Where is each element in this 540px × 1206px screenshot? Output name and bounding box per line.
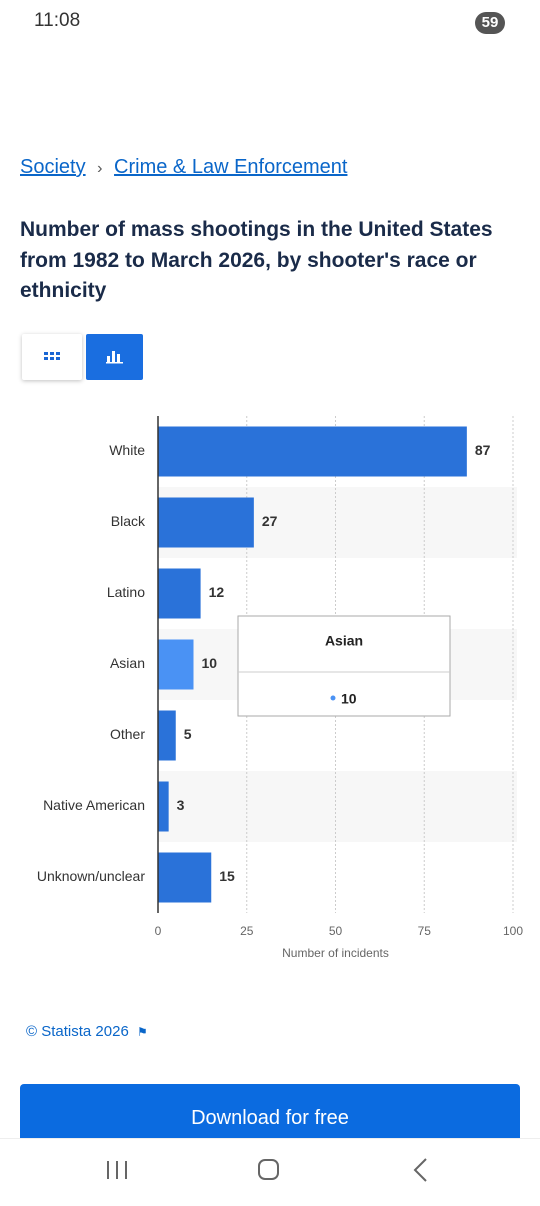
x-tick-label: 50 bbox=[329, 924, 343, 938]
x-tick-label: 0 bbox=[155, 924, 162, 938]
bar bbox=[158, 426, 467, 477]
breadcrumb-separator: › bbox=[97, 160, 103, 177]
chart-view-button[interactable] bbox=[86, 334, 143, 380]
data-label: 5 bbox=[184, 726, 192, 742]
chart-icon bbox=[106, 351, 123, 364]
table-view-button[interactable] bbox=[22, 334, 82, 380]
breadcrumb-link[interactable]: Society bbox=[20, 156, 86, 178]
bar bbox=[158, 852, 212, 903]
data-label: 15 bbox=[219, 868, 235, 884]
chart: 0 25 50 75 100 Number of incidents White 87 Blac… bbox=[37, 416, 523, 960]
y-tick-label: Native American bbox=[43, 797, 145, 813]
tooltip-box bbox=[237, 615, 451, 717]
copyright-text: © Statista 2026 bbox=[26, 1023, 129, 1040]
time: 11:08 bbox=[34, 10, 81, 31]
x-tick-label: 25 bbox=[240, 924, 254, 938]
breadcrumb-link[interactable]: Crime & Law Enforcement bbox=[114, 156, 348, 178]
x-axis-label: Number of incidents bbox=[282, 946, 389, 960]
data-label: 3 bbox=[177, 797, 185, 813]
y-tick-label: Unknown/unclear bbox=[37, 868, 146, 884]
tooltip: Asian 10 bbox=[237, 615, 451, 717]
table-icon bbox=[44, 352, 60, 360]
bar bbox=[158, 497, 254, 548]
y-tick-label: Black bbox=[111, 513, 146, 529]
copyright: © Statista 2026 ⚑ bbox=[26, 1023, 148, 1040]
data-label: 87 bbox=[475, 442, 491, 458]
battery: 59 bbox=[475, 12, 505, 34]
bar bbox=[158, 710, 176, 761]
y-tick-label: Other bbox=[110, 726, 145, 742]
bar bbox=[158, 568, 201, 619]
row-band bbox=[158, 771, 517, 842]
nav-icons bbox=[107, 1158, 427, 1182]
data-label: 10 bbox=[202, 655, 218, 671]
nav-bar bbox=[0, 1138, 540, 1201]
tooltip-dot bbox=[330, 695, 336, 701]
tooltip-value: 10 bbox=[341, 691, 357, 707]
breadcrumb: Society › Crime & Law Enforcement bbox=[20, 156, 347, 179]
y-tick-label: White bbox=[109, 442, 145, 458]
data-label: 12 bbox=[209, 584, 225, 600]
bar bbox=[158, 639, 194, 690]
tooltip-title: Asian bbox=[325, 633, 363, 649]
x-tick-label: 75 bbox=[418, 924, 432, 938]
page-title: Number of mass shootings in the United S… bbox=[20, 218, 493, 302]
bar bbox=[158, 781, 169, 832]
y-tick-label: Asian bbox=[110, 655, 145, 671]
data-label: 27 bbox=[262, 513, 278, 529]
x-tick-label: 100 bbox=[503, 924, 523, 938]
y-tick-label: Latino bbox=[107, 584, 145, 600]
